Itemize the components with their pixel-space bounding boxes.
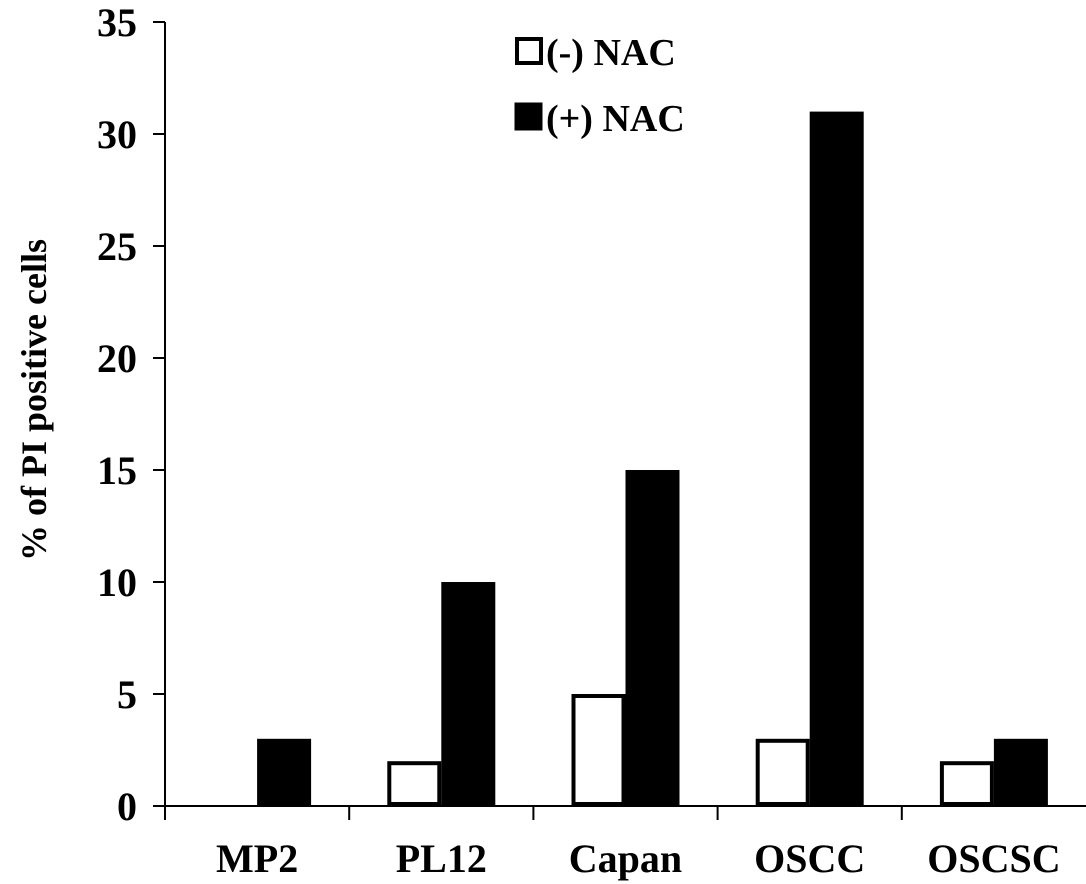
- y-tick-label: 20: [97, 336, 137, 381]
- bar-plus-nac-mp2: [257, 738, 312, 806]
- bar-plus-nac-oscc: [809, 111, 864, 807]
- bar-minus-nac-pl12: [387, 761, 442, 807]
- x-category-label: OSCSC: [927, 836, 1060, 881]
- x-axis: MP2 PL12 Capan OSCC OSCSC: [164, 805, 1086, 881]
- bar-minus-nac-oscsc: [939, 761, 994, 807]
- bar-plus-nac-pl12: [441, 582, 496, 806]
- x-category-label: MP2: [216, 836, 298, 881]
- x-category-label: OSCC: [754, 836, 865, 881]
- bar-plus-nac-oscsc: [993, 738, 1048, 806]
- y-tick-label: 5: [117, 672, 137, 717]
- legend-swatch: [514, 102, 543, 131]
- y-axis-title: % of PI positive cells: [14, 239, 54, 561]
- bar-minus-nac-oscc: [755, 738, 810, 806]
- y-tick-label: 15: [97, 448, 137, 493]
- x-category-label: Capan: [569, 836, 682, 881]
- legend-label: (-) NAC: [546, 32, 676, 74]
- y-axis: 0 5 10 15 20 25 30 35: [97, 0, 166, 829]
- y-tick-label: 30: [97, 112, 137, 157]
- bar-minus-nac-capan: [571, 694, 626, 806]
- bars: [257, 111, 1048, 807]
- y-tick-label: 25: [97, 224, 137, 269]
- legend: (-) NAC (+) NAC: [514, 32, 685, 140]
- x-category-label: PL12: [396, 836, 487, 881]
- y-tick-label: 35: [97, 0, 137, 45]
- bar-plus-nac-capan: [625, 470, 680, 806]
- legend-label: (+) NAC: [546, 98, 685, 140]
- y-tick-label: 0: [117, 784, 137, 829]
- legend-swatch: [515, 37, 543, 65]
- y-tick-label: 10: [97, 560, 137, 605]
